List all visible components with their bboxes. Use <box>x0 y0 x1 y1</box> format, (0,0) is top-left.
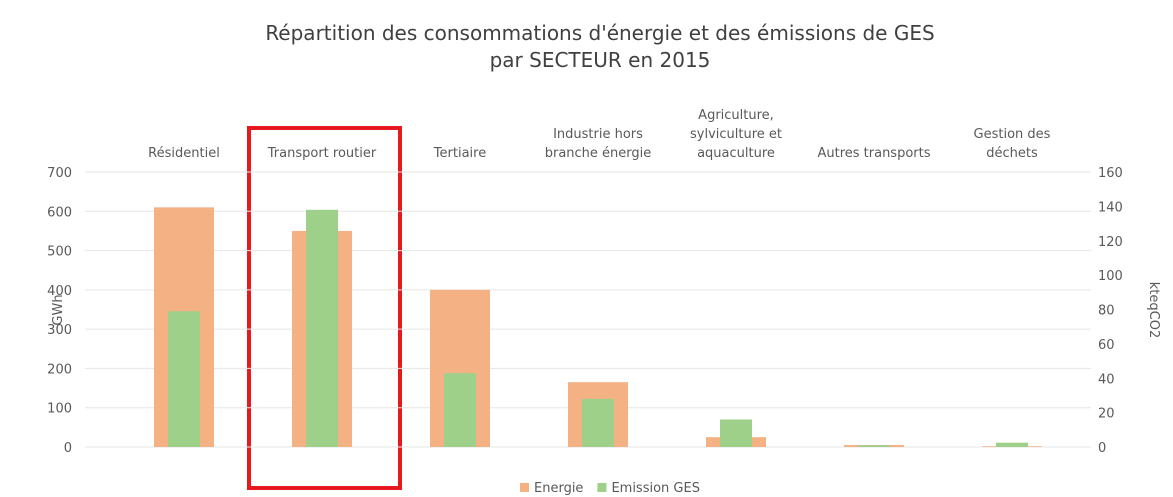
y2-tick-label: 100 <box>1098 269 1123 284</box>
y-tick-label: 300 <box>47 323 72 338</box>
y2-tick-label: 60 <box>1098 338 1115 353</box>
y-axis-label: GWh <box>51 294 66 325</box>
y2-tick-label: 120 <box>1098 235 1123 250</box>
y-tick-label: 700 <box>47 166 72 181</box>
category-label: Agriculture, sylviculture et aquaculture <box>690 108 782 161</box>
y2-tick-label: 80 <box>1098 304 1115 319</box>
y-tick-label: 200 <box>47 362 72 377</box>
legend-label: Emission GES <box>611 481 700 496</box>
y2-tick-label: 20 <box>1098 407 1115 422</box>
bar <box>996 442 1028 447</box>
y-tick-label: 600 <box>47 205 72 220</box>
highlight-box <box>247 126 402 490</box>
category-label: Industrie hors branche énergie <box>545 127 652 161</box>
y2-tick-label: 140 <box>1098 200 1123 215</box>
chart-title: Répartition des consommations d'énergie … <box>265 21 934 72</box>
bar <box>444 373 476 447</box>
category-label: Résidentiel <box>148 146 220 161</box>
bar <box>168 311 200 447</box>
y-tick-label: 0 <box>64 441 72 456</box>
y2-tick-label: 40 <box>1098 372 1115 387</box>
bar <box>306 209 338 447</box>
y2-tick-label: 160 <box>1098 166 1123 181</box>
legend-label: Energie <box>534 481 583 496</box>
legend-swatch <box>597 483 607 492</box>
bar <box>582 398 614 447</box>
y2-axis-label: kteqCO2 <box>1146 282 1161 338</box>
y2-tick-label: 0 <box>1098 441 1106 456</box>
y-tick-label: 100 <box>47 402 72 417</box>
category-label: Transport routier <box>267 146 377 161</box>
y-tick-label: 500 <box>47 245 72 260</box>
category-label: Autres transports <box>817 146 930 161</box>
bar <box>720 419 752 447</box>
category-label: Tertiaire <box>433 146 486 161</box>
y-tick-label: 400 <box>47 284 72 299</box>
legend-swatch <box>520 483 529 492</box>
category-label: Gestion des déchets <box>974 127 1051 161</box>
bar <box>858 445 890 447</box>
